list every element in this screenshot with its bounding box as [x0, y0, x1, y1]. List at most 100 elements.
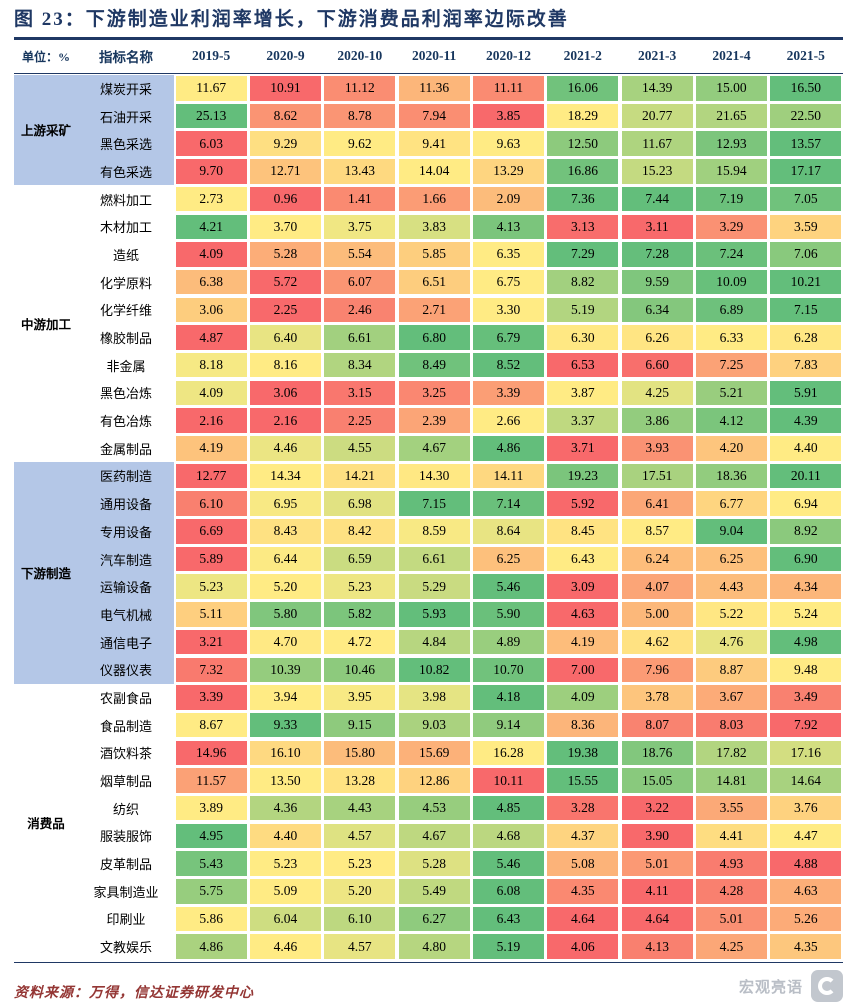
- value-cell: 3.76: [770, 795, 842, 821]
- value-cell: 3.78: [621, 685, 693, 710]
- value-cell: 4.46: [249, 436, 322, 461]
- value-cell: 4.19: [175, 436, 247, 461]
- group-label: 上游采矿: [14, 74, 78, 186]
- value-cell: 7.28: [621, 242, 693, 267]
- value-cell: 7.96: [621, 657, 693, 683]
- value-cell: 17.17: [770, 159, 842, 184]
- value-cell: 4.21: [175, 214, 247, 240]
- table-row: 木材加工 4.21 3.70 3.75 3.83 4.13 3.13 3.11 3.29 3.59: [78, 212, 843, 241]
- value-cell: 5.19: [547, 297, 619, 323]
- value-cell: 14.34: [249, 463, 322, 489]
- value-cell: 10.39: [249, 657, 322, 683]
- row-name: 纺织: [78, 794, 174, 823]
- value-cell: 6.75: [472, 269, 545, 295]
- value-cell: 4.34: [770, 574, 842, 599]
- value-cell: 3.85: [472, 103, 545, 129]
- value-cell: 5.11: [175, 602, 247, 627]
- value-cell: 10.09: [695, 269, 768, 295]
- value-cell: 3.71: [547, 436, 619, 461]
- value-cell: 8.59: [398, 519, 470, 544]
- column-header-2020-10: 2020-10: [337, 48, 383, 63]
- table-row: 烟草制品 11.57 13.50 13.28 12.86 10.11 15.55 15.05 1…: [78, 766, 843, 795]
- value-cell: 3.06: [175, 297, 247, 323]
- row-name: 仪器仪表: [78, 655, 174, 684]
- value-cell: 5.21: [695, 380, 768, 406]
- value-cell: 7.24: [695, 242, 768, 267]
- value-cell: 16.50: [770, 76, 842, 101]
- value-cell: 5.01: [695, 906, 768, 932]
- value-cell: 22.50: [770, 103, 842, 129]
- value-cell: 6.77: [695, 491, 768, 516]
- value-cell: 4.41: [695, 823, 768, 849]
- value-cell: 6.10: [324, 906, 396, 932]
- row-name: 通信电子: [78, 628, 174, 656]
- value-cell: 9.41: [398, 131, 470, 156]
- value-cell: 3.28: [547, 795, 619, 821]
- value-cell: 7.06: [770, 242, 842, 267]
- row-name: 通用设备: [78, 489, 174, 518]
- group-section: 消费品 农副食品 3.39 3.94 3.95 3.98 4.18 4.09 3.78 3.67 3…: [14, 683, 843, 961]
- value-cell: 11.67: [621, 131, 693, 156]
- value-cell: 7.05: [770, 186, 842, 212]
- row-name: 农副食品: [78, 683, 174, 712]
- value-cell: 3.98: [398, 685, 470, 710]
- value-cell: 3.87: [547, 380, 619, 406]
- value-cell: 4.67: [398, 436, 470, 461]
- value-cell: 10.11: [472, 768, 545, 793]
- value-cell: 3.39: [472, 380, 545, 406]
- value-cell: 3.93: [621, 436, 693, 461]
- value-cell: 4.28: [695, 879, 768, 904]
- value-cell: 4.13: [472, 214, 545, 240]
- watermark-text: 宏观亮语: [738, 979, 803, 996]
- value-cell: 12.93: [695, 131, 768, 156]
- value-cell: 5.23: [324, 574, 396, 599]
- value-cell: 15.94: [695, 159, 768, 184]
- value-cell: 3.83: [398, 214, 470, 240]
- column-header-2021-2: 2021-2: [563, 48, 602, 63]
- value-cell: 3.67: [695, 685, 768, 710]
- value-cell: 5.23: [175, 574, 247, 599]
- table-row: 造纸 4.09 5.28 5.54 5.85 6.35 7.29 7.28 7.24 7.06: [78, 240, 843, 269]
- value-cell: 8.64: [472, 519, 545, 544]
- value-cell: 3.94: [249, 685, 322, 710]
- value-cell: 6.44: [249, 546, 322, 572]
- value-cell: 4.53: [398, 795, 470, 821]
- header-row: 单位：% 指标名称 2019-5 2020-9 2020-10 2020-11 2020…: [14, 40, 843, 74]
- value-cell: 9.03: [398, 712, 470, 738]
- value-cell: 8.82: [547, 269, 619, 295]
- value-cell: 15.23: [621, 159, 693, 184]
- value-cell: 10.70: [472, 657, 545, 683]
- value-cell: 7.83: [770, 352, 842, 378]
- unit-label: 单位：%: [21, 49, 70, 64]
- value-cell: 4.88: [770, 851, 842, 876]
- watermark: 宏观亮语: [739, 970, 843, 1002]
- value-cell: 3.86: [621, 408, 693, 433]
- value-cell: 14.11: [472, 463, 545, 489]
- value-cell: 5.85: [398, 242, 470, 267]
- value-cell: 25.13: [175, 103, 247, 129]
- value-cell: 9.14: [472, 712, 545, 738]
- table-row: 汽车制造 5.89 6.44 6.59 6.61 6.25 6.43 6.24 6.25 6.90: [78, 545, 843, 573]
- group-section: 下游制造 医药制造 12.77 14.34 14.21 14.30 14.11 19.23 17…: [14, 462, 843, 684]
- group-label: 下游制造: [14, 462, 78, 684]
- table-row: 服装服饰 4.95 4.40 4.57 4.67 4.68 4.37 3.90 4.41 4.47: [78, 822, 843, 850]
- table-row: 农副食品 3.39 3.94 3.95 3.98 4.18 4.09 3.78 3.67 3.49: [78, 683, 843, 712]
- value-cell: 8.67: [175, 712, 247, 738]
- row-name: 石油开采: [78, 102, 174, 130]
- row-name: 有色冶炼: [78, 406, 174, 435]
- value-cell: 4.80: [398, 934, 470, 959]
- value-cell: 5.90: [472, 602, 545, 627]
- group-rows: 煤炭开采 11.67 10.91 11.12 11.36 11.11 16.06 14.39 1…: [78, 74, 843, 186]
- value-cell: 3.70: [249, 214, 322, 240]
- value-cell: 3.30: [472, 297, 545, 323]
- value-cell: 17.16: [770, 740, 842, 766]
- row-name: 有色采选: [78, 157, 174, 186]
- value-cell: 4.09: [175, 242, 247, 267]
- value-cell: 6.33: [695, 325, 768, 350]
- value-cell: 9.63: [472, 131, 545, 156]
- value-cell: 5.82: [324, 602, 396, 627]
- value-cell: 4.36: [249, 795, 322, 821]
- value-cell: 7.36: [547, 186, 619, 212]
- value-cell: 6.61: [324, 325, 396, 350]
- value-cell: 21.65: [695, 103, 768, 129]
